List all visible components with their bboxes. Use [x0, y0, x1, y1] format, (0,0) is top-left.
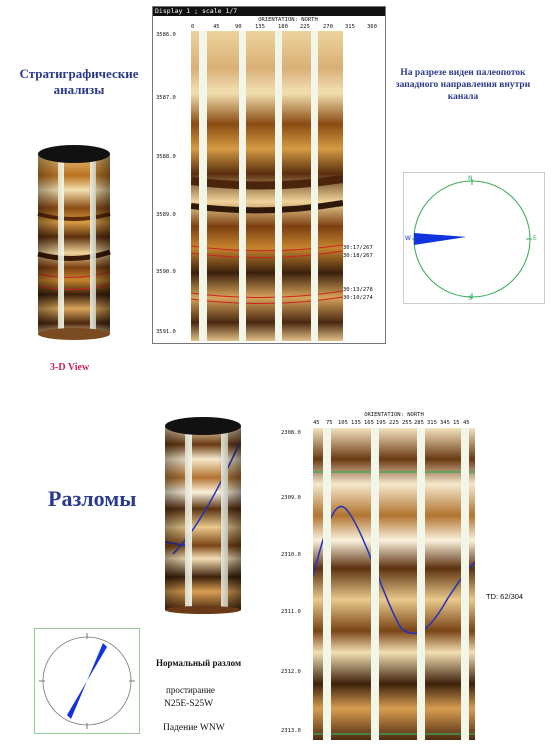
degree-tick: 45 [463, 420, 470, 426]
degree-tick: 270 [323, 24, 333, 30]
depth-label: 3590.0 [156, 269, 176, 275]
degree-tick: 315 [427, 420, 437, 426]
depth-label: 3591.0 [156, 329, 176, 335]
log-orientation-label: ORIENTATION: NORTH [258, 17, 318, 23]
depth-label: 3587.0 [156, 95, 176, 101]
depth-label: 2312.0 [281, 669, 301, 675]
3d-view-caption: 3-D View [50, 362, 90, 373]
rose-south-label: S [468, 295, 472, 302]
degree-tick: 45 [313, 420, 320, 426]
dip-pick-label: 30:18/267 [343, 253, 373, 259]
depth-label: 3588.0 [156, 154, 176, 160]
borehole-image-strip [191, 31, 343, 341]
degree-tick: 105 [338, 420, 348, 426]
degree-tick: 315 [345, 24, 355, 30]
faults-title: Разломы [48, 486, 137, 511]
depth-label: 2313.0 [281, 728, 301, 734]
degree-tick: 90 [235, 24, 242, 30]
depth-label: 2308.0 [281, 430, 301, 436]
depth-label: 2310.0 [281, 552, 301, 558]
dip-pick-label: 30:13/278 [343, 287, 373, 293]
fault-core-cylinder [164, 417, 241, 614]
image-log-fault: ORIENTATION: NORTH 45 75 105 135 165 195… [279, 412, 475, 742]
degree-tick: 225 [389, 420, 399, 426]
image-log-stratigraphy: Display 1 ; scale 1/7 ORIENTATION: NORTH… [152, 6, 386, 344]
degree-tick: 75 [326, 420, 333, 426]
degree-tick: 135 [351, 420, 361, 426]
dip-direction-label: Падение WNW [163, 723, 225, 733]
log2-orientation-label: ORIENTATION: NORTH [364, 412, 424, 418]
depth-label: 2311.0 [281, 609, 301, 615]
degree-tick: 0 [191, 24, 195, 30]
degree-tick: 165 [364, 420, 374, 426]
strike-label: простирание [166, 685, 215, 695]
depth-label: 3586.0 [156, 32, 176, 38]
degree-tick: 285 [414, 420, 424, 426]
degree-tick: 345 [440, 420, 450, 426]
3d-core-cylinder [37, 145, 111, 340]
normal-fault-label: Нормальный разлом [156, 658, 242, 668]
dip-pick-label: 30:17/267 [343, 245, 373, 251]
stratigraphic-title: Стратиграфические анализы [19, 66, 139, 97]
degree-tick: 225 [300, 24, 310, 30]
rose-west-label: W [405, 235, 411, 242]
degree-tick: 180 [278, 24, 288, 30]
log-display-header: Display 1 ; scale 1/7 [153, 7, 385, 16]
fault-strike-rose [34, 628, 140, 734]
degree-tick: 45 [213, 24, 220, 30]
degree-tick: 195 [376, 420, 386, 426]
degree-tick: 135 [255, 24, 265, 30]
degree-tick: 15 [453, 420, 460, 426]
rose-north-label: N [468, 175, 473, 182]
degree-tick: 255 [402, 420, 412, 426]
rose-east-label: E [533, 235, 537, 242]
log2-degree-scale: 45 75 105 135 165 195 225 255 285 315 34… [313, 420, 475, 428]
fault-image-strip [313, 428, 475, 740]
depth-label: 2309.0 [281, 495, 301, 501]
dip-pick-label: 30:10/274 [343, 295, 373, 301]
paleocurrent-rose-diagram: N E S W [403, 172, 545, 304]
degree-tick: 360 [367, 24, 377, 30]
total-depth-label: TD: 62/304 [486, 592, 524, 601]
depth-label: 3589.0 [156, 212, 176, 218]
strike-value: N25E-S25W [164, 699, 214, 709]
paleocurrent-note: На разрезе виден палеопоток западного на… [395, 68, 531, 102]
